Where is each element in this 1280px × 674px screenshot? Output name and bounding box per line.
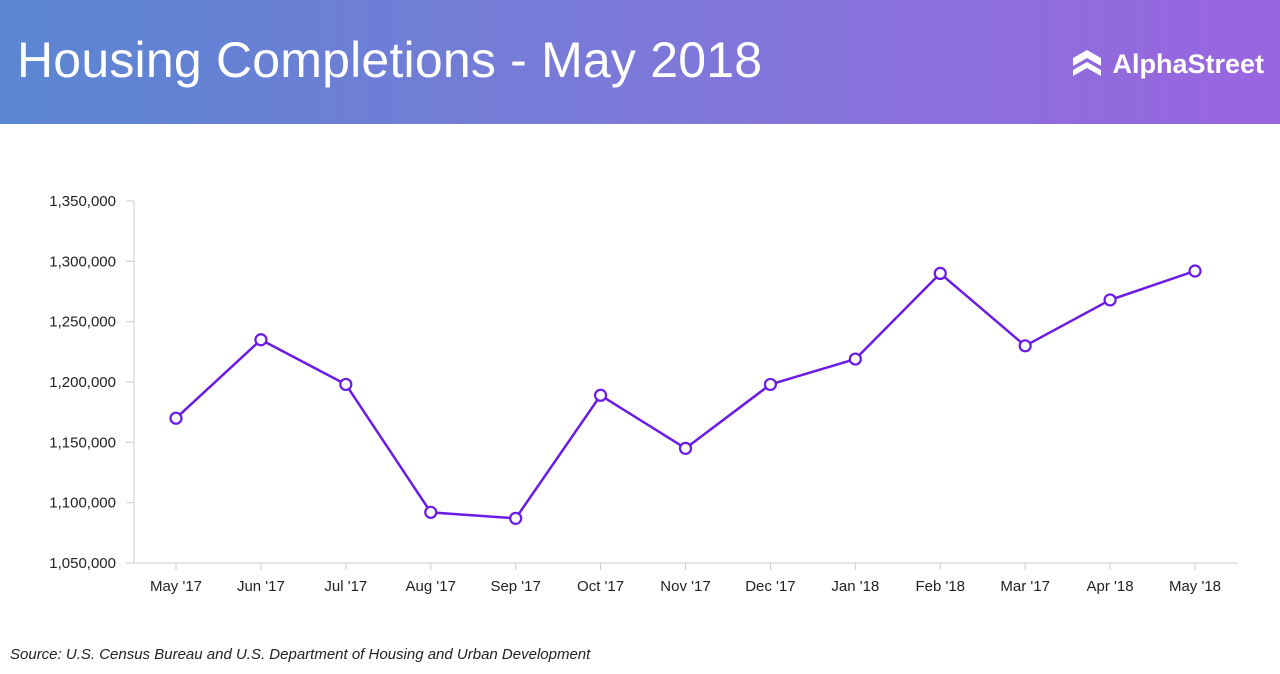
header-banner: Housing Completions - May 2018 AlphaStre… — [0, 0, 1280, 124]
y-tick-label: 1,050,000 — [49, 555, 116, 572]
line-chart: 1,050,000 1,100,000 1,150,000 1,200,000 1,25… — [49, 193, 1238, 595]
y-tick-label: 1,300,000 — [49, 253, 116, 270]
series-line — [174, 269, 1197, 520]
x-tick-label: Aug '17 — [406, 578, 456, 595]
brand-logo: AlphaStreet — [1070, 44, 1264, 84]
data-point — [593, 388, 608, 402]
x-tick-label: Sep '17 — [490, 578, 540, 595]
x-tick-label: Feb '18 — [915, 578, 965, 595]
chart-area: 1,050,000 1,100,000 1,150,000 1,200,000 1,25… — [0, 124, 1280, 634]
x-tick-label: Mar '17 — [1000, 578, 1050, 595]
data-point — [424, 505, 438, 519]
x-tick-label: Jun '17 — [237, 578, 285, 595]
source-note: Source: U.S. Census Bureau and U.S. Depa… — [10, 646, 591, 663]
data-point — [339, 377, 353, 392]
x-tick-label: Jan '18 — [831, 578, 879, 595]
y-tick-label: 1,100,000 — [49, 495, 116, 512]
data-point — [1018, 339, 1032, 353]
y-tick-label: 1,250,000 — [49, 314, 116, 331]
data-point — [1188, 264, 1202, 278]
data-point — [848, 352, 862, 366]
data-point — [763, 377, 778, 392]
data-point — [678, 441, 693, 455]
alphastreet-logo-icon — [1073, 50, 1102, 76]
x-tick-label: Apr '18 — [1087, 578, 1134, 595]
y-tick-label: 1,150,000 — [49, 434, 116, 451]
x-tick-label: Nov '17 — [660, 578, 710, 595]
x-tick-label: May '17 — [150, 578, 202, 595]
data-point — [169, 411, 183, 425]
chart-title: Housing Completions - May 2018 — [17, 32, 763, 88]
x-tick-label: Oct '17 — [577, 578, 624, 595]
x-tick-label: May '18 — [1169, 578, 1221, 595]
data-point — [509, 511, 523, 525]
brand-name: AlphaStreet — [1112, 48, 1264, 79]
data-point — [933, 266, 947, 280]
data-point — [1103, 293, 1117, 307]
x-tick-label: Jul '17 — [324, 578, 367, 595]
y-tick-label: 1,200,000 — [49, 374, 116, 391]
data-point — [254, 333, 268, 347]
y-tick-label: 1,350,000 — [49, 193, 116, 210]
x-tick-label: Dec '17 — [745, 578, 795, 595]
